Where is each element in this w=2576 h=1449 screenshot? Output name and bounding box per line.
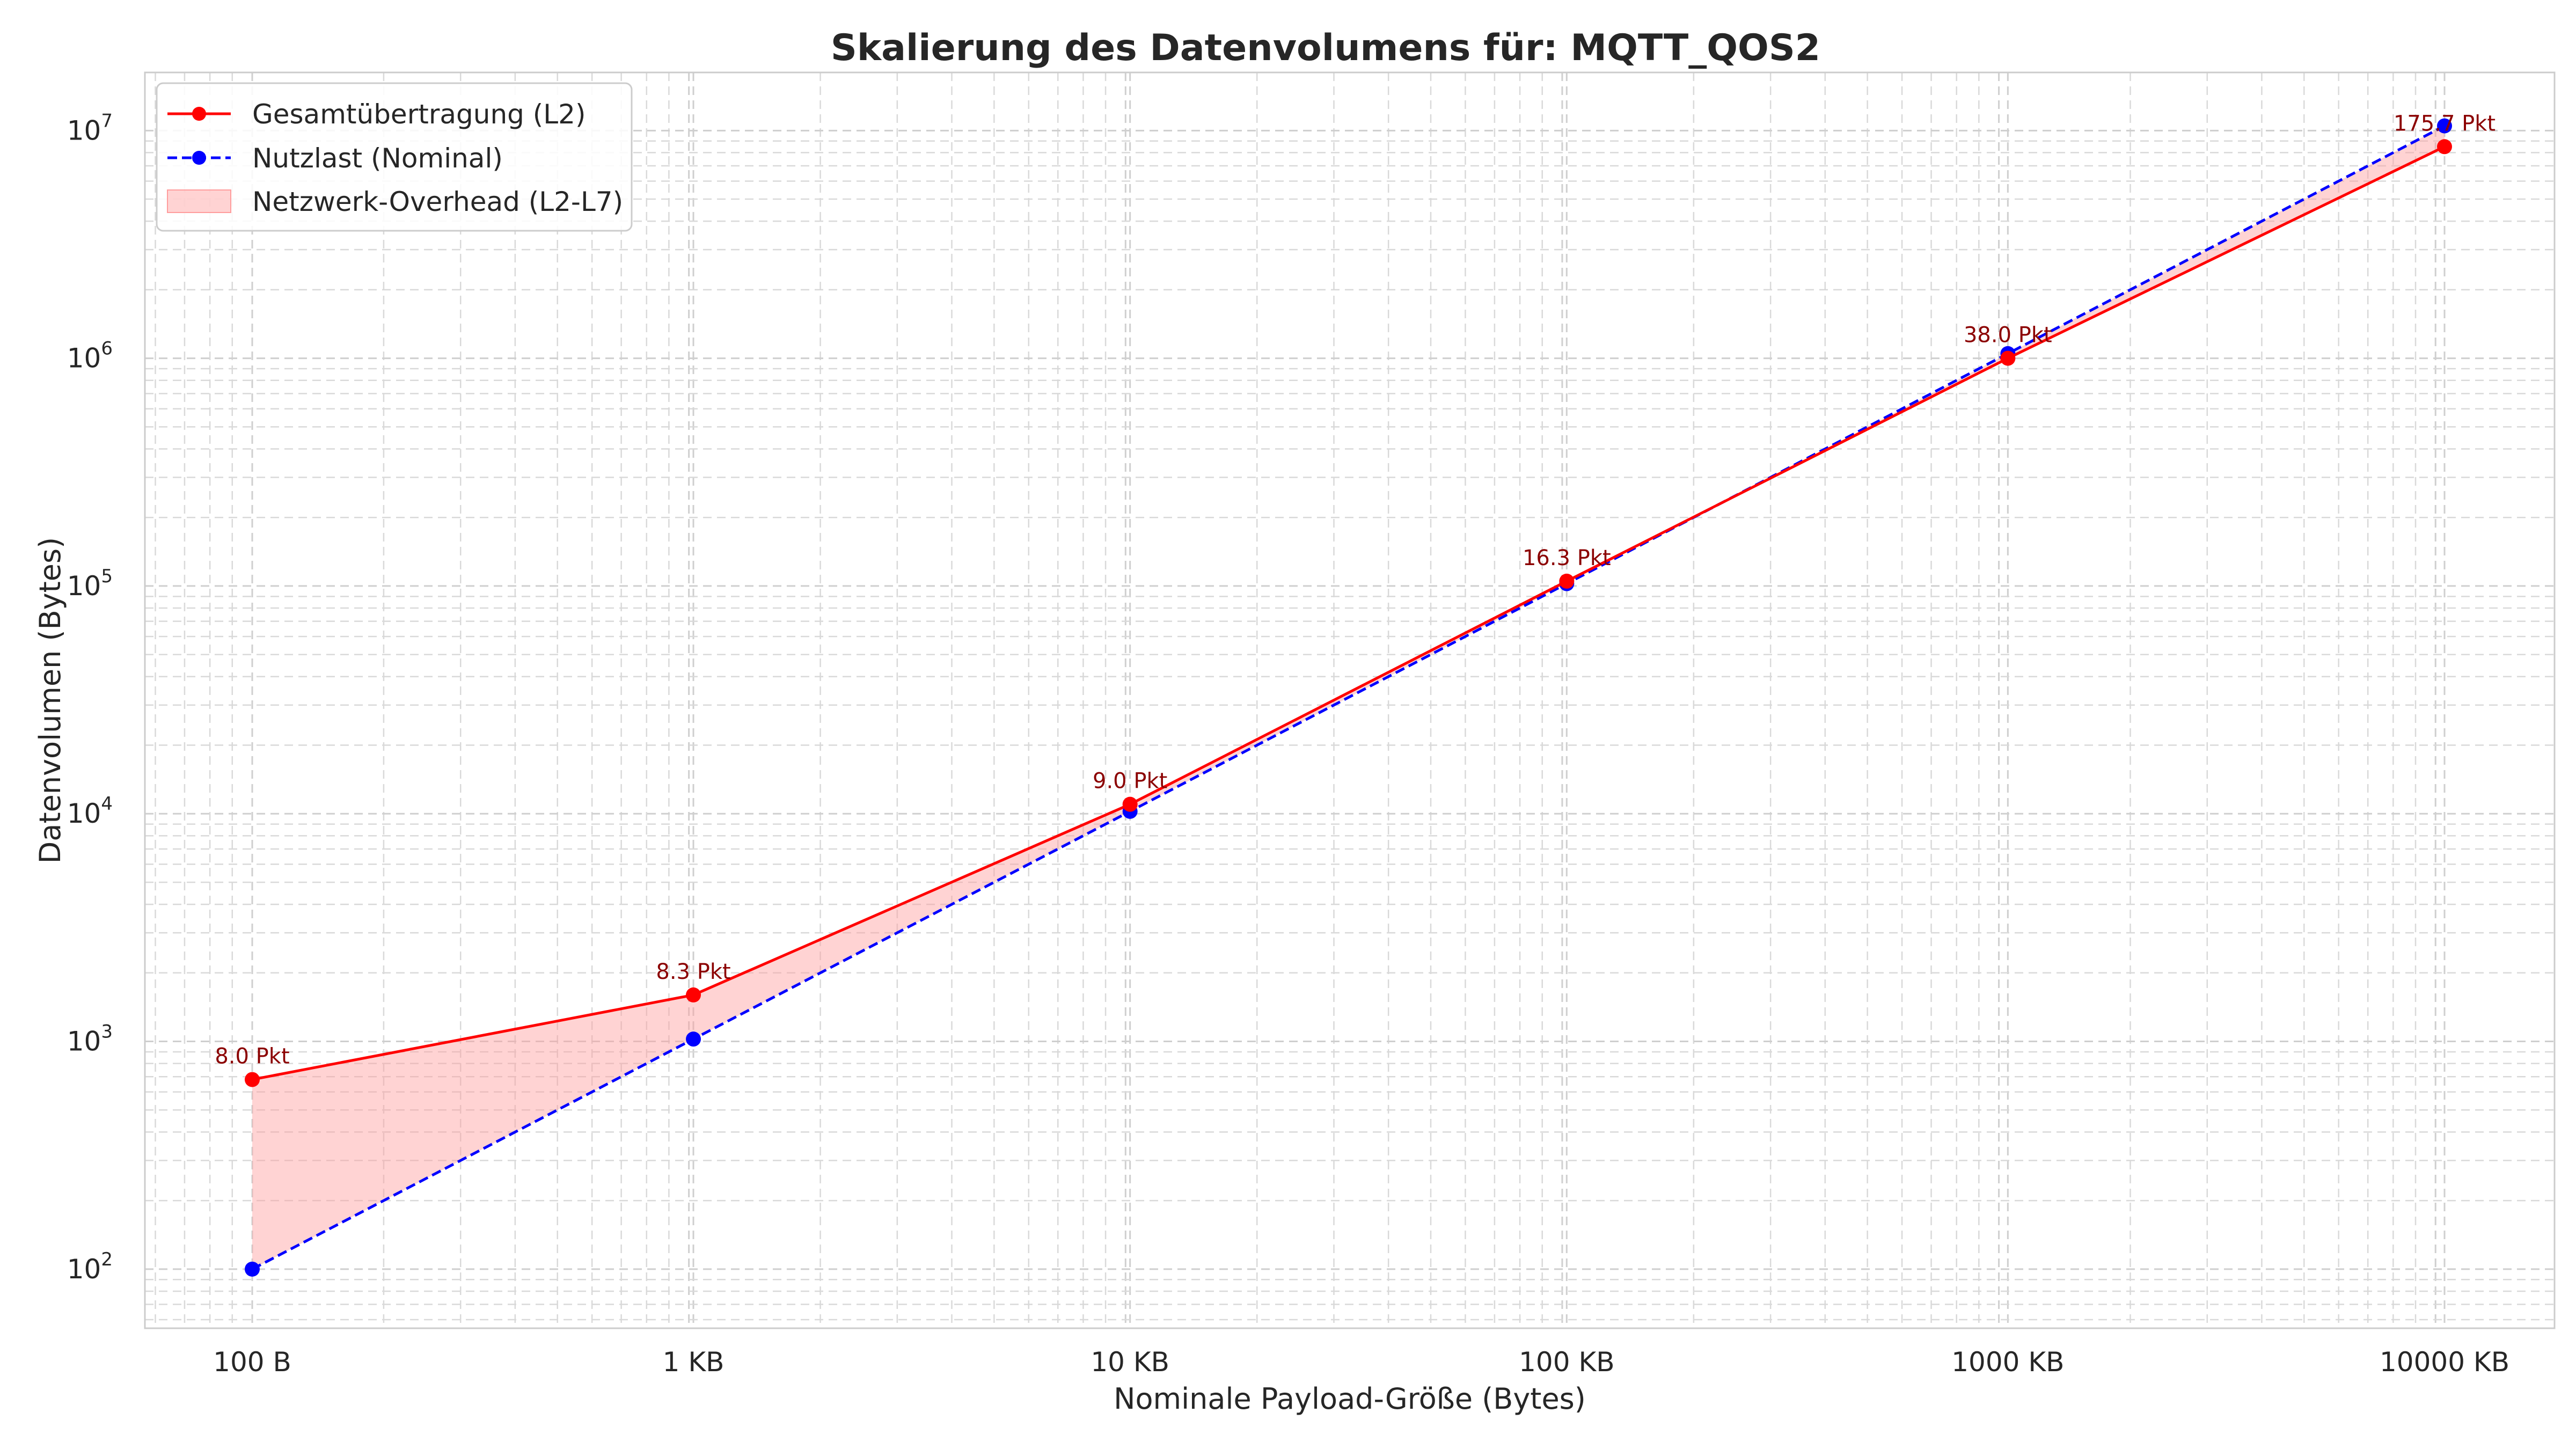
y-tick-label: 104 [67, 793, 113, 829]
y-tick-label: 103 [67, 1021, 113, 1057]
packet-annotation: 9.0 Pkt [1093, 769, 1167, 794]
packet-annotation: 16.3 Pkt [1523, 546, 1611, 570]
legend-overhead-swatch [167, 189, 231, 213]
y-axis: 102 103 104 105 106 107 [67, 110, 113, 1285]
series-line-total [252, 145, 2446, 1081]
y-axis-label: Datenvolumen (Bytes) [33, 537, 67, 863]
grid [145, 72, 2555, 1328]
data-point-total [686, 987, 701, 1002]
legend: Gesamtübertragung (L2) Nutzlast (Nominal… [156, 82, 633, 232]
packet-annotation: 38.0 Pkt [1964, 323, 2052, 348]
x-tick-label: 100 B [213, 1346, 291, 1378]
series-line-payload [251, 125, 2446, 1271]
data-point-total [1559, 573, 1575, 589]
data-point-total [1122, 796, 1138, 812]
packet-annotation: 8.3 Pkt [656, 960, 730, 984]
legend-item-total: Gesamtübertragung (L2) [167, 99, 586, 130]
data-point-total [2437, 139, 2452, 155]
annotation-layer: 8.0 Pkt 8.3 Pkt 9.0 Pkt 16.3 Pkt 38.0 Pkt 175… [215, 111, 2496, 1069]
x-tick-label: 10 KB [1091, 1346, 1169, 1378]
legend-overhead-label: Netzwerk-Overhead (L2-L7) [252, 186, 623, 217]
plot-area: 8.0 Pkt 8.3 Pkt 9.0 Pkt 16.3 Pkt 38.0 Pkt 175… [144, 71, 2556, 1329]
x-tick-label: 1000 KB [1951, 1346, 2064, 1378]
legend-payload-marker [192, 151, 206, 165]
legend-box [156, 82, 633, 232]
packet-annotation: 175.7 Pkt [2394, 111, 2496, 136]
y-tick-label: 105 [67, 566, 113, 602]
legend-item-overhead: Netzwerk-Overhead (L2-L7) [167, 186, 623, 217]
chart-title: Skalierung des Datenvolumens für: MQTT_Q… [831, 27, 1820, 69]
data-point-total [245, 1072, 260, 1087]
data-point-total [2000, 350, 2016, 366]
y-tick-label: 106 [67, 338, 113, 374]
series-layer [245, 118, 2452, 1277]
y-tick-label: 102 [67, 1249, 113, 1285]
x-axis-label: Nominale Payload-Größe (Bytes) [1114, 1382, 1586, 1416]
legend-total-marker [192, 107, 206, 121]
plot-frame [144, 71, 2556, 1329]
data-point-payload [686, 1031, 701, 1047]
legend-payload-label: Nutzlast (Nominal) [252, 143, 503, 174]
y-tick-label: 107 [67, 110, 113, 146]
data-point-payload [245, 1261, 260, 1277]
legend-total-label: Gesamtübertragung (L2) [252, 99, 586, 130]
x-tick-label: 1 KB [663, 1346, 724, 1378]
legend-item-payload: Nutzlast (Nominal) [167, 143, 503, 174]
x-tick-label: 100 KB [1519, 1346, 1614, 1378]
packet-annotation: 8.0 Pkt [215, 1044, 289, 1069]
x-tick-label: 10000 KB [2380, 1346, 2509, 1378]
data-point-payload [2437, 118, 2452, 134]
x-axis: 100 B 1 KB 10 KB 100 KB 1000 KB 10000 KB [213, 1346, 2509, 1378]
